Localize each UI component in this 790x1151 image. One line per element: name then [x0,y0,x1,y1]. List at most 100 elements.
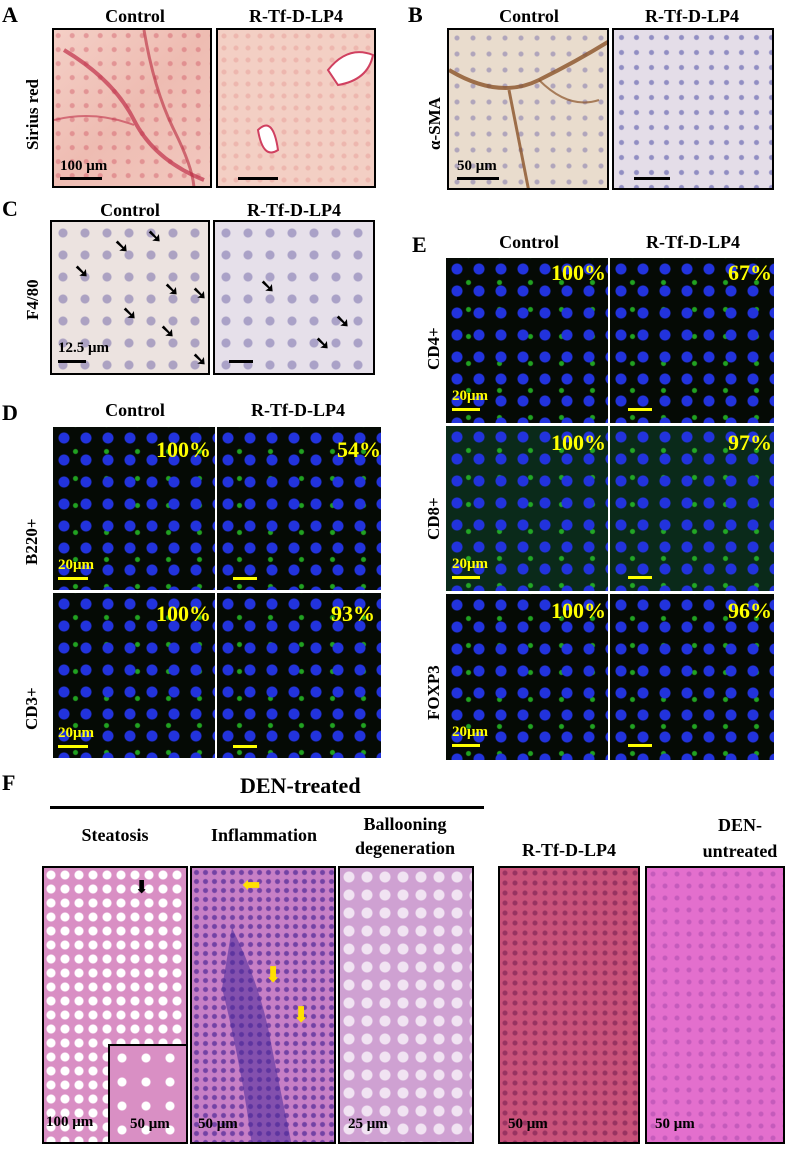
infiltrate-cluster [222,928,292,1142]
panel-c-row-label: F4/80 [23,279,42,320]
scale-bar [628,576,652,579]
panel-c-scale-bar [58,360,86,363]
panel-e-col1-header: Control [499,232,559,252]
panel-c-control-image: ➘ ➘ ➘ ➘ ➘ ➘ ➘ ➘ 12.5 μm [50,220,210,375]
panel-b-col2-header: R-Tf-D-LP4 [645,6,739,26]
panel-d-scale-label: 20μm [58,557,94,573]
percent-value: 96% [728,598,772,623]
panel-d-row1-label: B220+ [22,518,41,565]
panel-a-col1-header: Control [105,6,165,26]
panel-a-treated-image [216,28,376,188]
panel-b-scale-bar [457,177,499,180]
panel-d-row2-label: CD3+ [22,687,41,730]
arrow-icon: ➘ [114,236,130,256]
arrow-icon: ➘ [164,279,180,299]
percent-value: 100% [156,601,211,626]
panel-e-foxp3-control-image: 100% 20μm [446,594,608,760]
panel-f-scale-label: 25 μm [348,1116,388,1132]
panel-f-scale-label: 50 μm [198,1116,238,1132]
panel-f-scale-label: 50 μm [655,1116,695,1132]
panel-d-col2-header: R-Tf-D-LP4 [251,400,345,420]
inset-scale-label: 50 μm [130,1116,170,1132]
group-underline [50,806,484,809]
percent-value: 97% [728,430,772,455]
panel-d-cd3-control-image: 100% 20μm [53,593,215,758]
panel-d-cd3-treated-image: 93% [217,593,381,758]
arrow-icon: ➘ [160,321,176,341]
panel-c-treated-image: ➘ ➘ ➘ [213,220,375,375]
panel-f-col2-header: Inflammation [210,825,317,845]
panel-f-scale-label: 100 μm [46,1114,94,1130]
panel-b-treated-scale-bar [634,177,670,180]
panel-a-scale-bar [60,177,102,180]
panel-letter-f: F [2,770,16,795]
percent-value: 93% [331,601,375,626]
panel-letter-a: A [2,2,18,27]
panel-f-col3-header: Ballooning degeneration [355,814,455,858]
panel-d-col1-header: Control [105,400,165,420]
panel-f-col4-header: R-Tf-D-LP4 [522,840,616,860]
panel-e-row2-label: CD8+ [424,497,443,540]
panel-c-col1-header: Control [100,200,160,220]
panel-a-control-image: 100 μm [52,28,212,188]
scale-bar [628,408,652,411]
vessel-lumen [256,51,374,154]
panel-e-row3-label: FOXP3 [424,665,443,720]
arrow-icon: ➘ [147,226,163,246]
panel-letter-d: D [2,400,18,425]
percent-value: 100% [156,437,211,462]
panel-a-scale-label: 100 μm [60,158,108,174]
scale-bar [233,577,257,580]
scale-bar [628,744,652,747]
panel-c-col2-header: R-Tf-D-LP4 [247,200,341,220]
panel-letter-c: C [2,196,18,221]
panel-f-inflammation-image: ⬅ ⬇ ⬇ 50 μm [190,866,336,1144]
panel-b-scale-label: 50 μm [457,158,497,174]
panel-d-scale-label: 20μm [58,725,94,741]
panel-d-b220-control-image: 100% 20μm [53,427,215,590]
fibrosis-strands [54,30,205,186]
scale-bar [452,408,480,411]
panel-c-scale-label: 12.5 μm [58,340,109,356]
yellow-arrow-icon: ⬇ [264,962,283,987]
arrow-icon: ➘ [192,349,208,369]
panel-f-steatosis-image: ⬇ 50 μm 100 μm [42,866,188,1144]
panel-e-scale-label: 20μm [452,556,488,572]
panel-letter-e: E [412,232,427,257]
panel-b-control-image: 50 μm [447,28,609,190]
arrow-icon: ➘ [192,283,208,303]
panel-e-cd4-treated-image: 67% [610,258,774,423]
steatosis-inset-image: 50 μm [108,1044,186,1142]
yellow-arrow-icon: ⬅ [242,872,261,897]
percent-value: 100% [551,260,606,285]
sma-stain [449,40,607,188]
panel-f-treated-image: 50 μm [498,866,640,1144]
panel-e-foxp3-treated-image: 96% [610,594,774,760]
yellow-arrow-icon: ⬇ [292,1002,311,1027]
panel-f-scale-label: 50 μm [508,1116,548,1132]
percent-value: 67% [728,260,772,285]
den-treated-group-label: DEN-treated [240,773,361,798]
panel-f-col5-header: DEN- untreated [702,815,778,861]
panel-f-untreated-image: 50 μm [645,866,785,1144]
arrow-icon: ➘ [122,303,138,323]
scale-bar [452,744,480,747]
panel-e-row1-label: CD4+ [424,327,443,370]
panel-a-row-label: Sirius red [23,78,42,150]
panel-e-cd8-control-image: 100% 20μm [446,426,608,591]
arrow-icon: ⬇ [134,877,150,897]
arrow-icon: ➘ [74,261,90,281]
scale-bar [58,577,88,580]
panel-e-scale-label: 20μm [452,388,488,404]
scale-bar [58,745,88,748]
panel-b-col1-header: Control [499,6,559,26]
scale-bar [233,745,257,748]
percent-value: 100% [551,430,606,455]
percent-value: 54% [337,437,381,462]
percent-value: 100% [551,598,606,623]
panel-e-cd4-control-image: 100% 20μm [446,258,608,423]
arrow-icon: ➘ [260,276,276,296]
panel-b-treated-image [612,28,774,190]
panel-f-ballooning-image: 25 μm [338,866,474,1144]
panel-e-cd8-treated-image: 97% [610,426,774,591]
